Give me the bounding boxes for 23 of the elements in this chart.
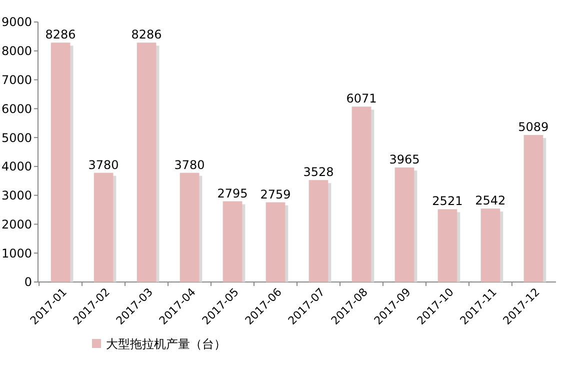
data-label: 3965	[389, 152, 420, 166]
y-tick-label: 8000	[1, 44, 32, 58]
data-label: 3780	[88, 158, 119, 172]
data-label: 8286	[131, 28, 162, 42]
legend-label: 大型拖拉机产量（台）	[106, 337, 226, 352]
y-tick-label: 9000	[1, 15, 32, 30]
data-label: 2759	[260, 187, 291, 202]
y-tick-label: 4000	[1, 160, 32, 174]
data-label: 6071	[346, 92, 377, 106]
data-label: 2521	[432, 194, 463, 208]
y-tick-label: 5000	[1, 130, 32, 145]
y-tick-label: 1000	[1, 246, 32, 260]
y-tick-label: 0	[24, 275, 32, 290]
data-label: 2542	[475, 194, 506, 208]
y-tick-label: 7000	[1, 72, 32, 87]
y-tick-label: 3000	[1, 188, 32, 203]
y-tick-label: 2000	[1, 217, 32, 232]
data-label: 8286	[45, 28, 76, 42]
data-label: 3780	[174, 158, 205, 172]
y-tick-label: 6000	[1, 102, 32, 116]
data-label: 5089	[518, 120, 549, 134]
data-label: 3528	[303, 165, 334, 180]
data-label: 2795	[217, 186, 248, 200]
